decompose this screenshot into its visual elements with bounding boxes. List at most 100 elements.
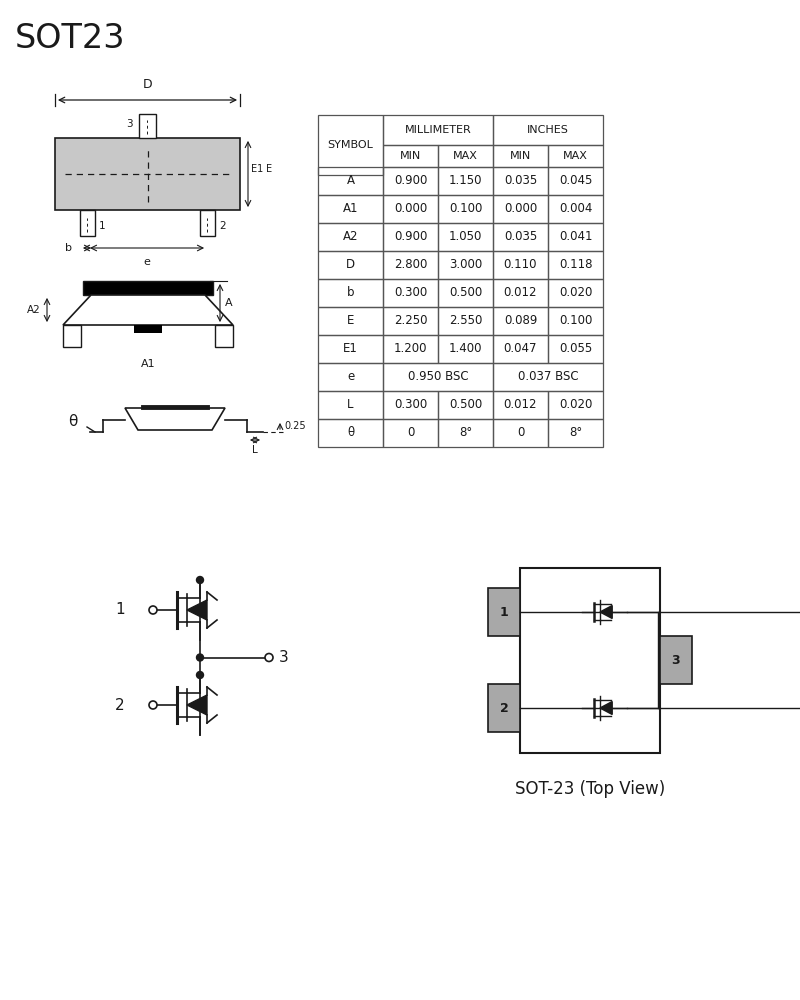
Text: L: L <box>252 445 258 455</box>
Text: INCHES: INCHES <box>527 125 569 135</box>
Bar <box>438 167 493 195</box>
Bar <box>318 251 383 279</box>
Text: MAX: MAX <box>453 151 478 161</box>
Bar <box>438 145 493 167</box>
Polygon shape <box>600 702 612 714</box>
Text: 0.100: 0.100 <box>449 202 482 216</box>
Bar <box>438 195 493 223</box>
Bar <box>493 307 548 335</box>
Bar <box>383 167 438 195</box>
Text: b: b <box>65 243 71 253</box>
Text: 0.100: 0.100 <box>559 314 592 328</box>
Bar <box>548 195 603 223</box>
Bar <box>318 223 383 251</box>
Circle shape <box>197 654 203 661</box>
Text: A: A <box>346 174 354 188</box>
Circle shape <box>149 701 157 709</box>
Bar <box>548 279 603 307</box>
Bar <box>493 335 548 363</box>
Bar <box>318 167 383 195</box>
Bar <box>318 419 383 447</box>
Bar <box>383 279 438 307</box>
Text: 0.118: 0.118 <box>558 258 592 271</box>
Bar <box>520 568 660 752</box>
Text: 0.035: 0.035 <box>504 231 537 243</box>
Circle shape <box>265 654 273 662</box>
Bar <box>493 391 548 419</box>
Text: 0: 0 <box>407 426 414 440</box>
Bar <box>55 138 240 210</box>
Text: SOT23: SOT23 <box>15 22 126 55</box>
Bar <box>493 195 548 223</box>
Bar <box>438 223 493 251</box>
Text: 0: 0 <box>517 426 524 440</box>
Bar <box>438 279 493 307</box>
Text: 0.900: 0.900 <box>394 174 427 188</box>
Bar <box>438 419 493 447</box>
Circle shape <box>197 576 203 584</box>
Text: D: D <box>142 78 152 91</box>
Text: 0.012: 0.012 <box>504 398 538 412</box>
Text: 8°: 8° <box>459 426 472 440</box>
Bar <box>63 325 81 347</box>
Text: MILLIMETER: MILLIMETER <box>405 125 471 135</box>
Text: 2: 2 <box>500 702 508 714</box>
Bar <box>548 251 603 279</box>
Text: 0.004: 0.004 <box>559 202 592 216</box>
Text: 1: 1 <box>99 221 106 231</box>
Text: 3: 3 <box>126 119 133 129</box>
Bar <box>548 391 603 419</box>
Polygon shape <box>187 695 207 715</box>
Text: SOT-23 (Top View): SOT-23 (Top View) <box>515 780 665 798</box>
Bar <box>548 223 603 251</box>
Text: 0.300: 0.300 <box>394 286 427 300</box>
Bar <box>80 210 95 236</box>
Bar <box>438 335 493 363</box>
Text: 1.200: 1.200 <box>394 342 427 356</box>
Bar <box>215 325 233 347</box>
Text: 0.037 BSC: 0.037 BSC <box>518 370 578 383</box>
Bar <box>438 251 493 279</box>
Text: 0.041: 0.041 <box>558 231 592 243</box>
Text: E1: E1 <box>343 342 358 356</box>
Bar <box>493 167 548 195</box>
Bar <box>200 210 215 236</box>
Polygon shape <box>187 600 207 620</box>
Bar <box>660 636 692 684</box>
Bar <box>548 335 603 363</box>
Text: 0.000: 0.000 <box>504 202 537 216</box>
Text: A2: A2 <box>342 231 358 243</box>
Bar <box>318 363 383 391</box>
Bar <box>318 307 383 335</box>
Bar <box>383 363 493 391</box>
Bar <box>383 195 438 223</box>
Bar <box>383 391 438 419</box>
Text: θ: θ <box>347 426 354 440</box>
Text: e: e <box>347 370 354 383</box>
Bar <box>548 167 603 195</box>
Text: MAX: MAX <box>563 151 588 161</box>
Text: A2: A2 <box>27 305 41 315</box>
Bar <box>488 588 520 636</box>
Bar <box>383 251 438 279</box>
Bar <box>548 145 603 167</box>
Polygon shape <box>125 408 225 430</box>
Text: θ: θ <box>68 414 78 430</box>
Text: 0.25: 0.25 <box>284 421 306 431</box>
Text: 0.300: 0.300 <box>394 398 427 412</box>
Polygon shape <box>600 606 612 618</box>
Text: 3: 3 <box>672 654 680 666</box>
Text: 0.020: 0.020 <box>559 398 592 412</box>
Bar <box>438 307 493 335</box>
Bar <box>318 335 383 363</box>
Text: 0.055: 0.055 <box>559 342 592 356</box>
Circle shape <box>197 672 203 678</box>
Text: b: b <box>346 286 354 300</box>
Bar <box>134 325 162 333</box>
Bar <box>318 115 383 175</box>
Text: 3: 3 <box>279 650 289 665</box>
Bar <box>493 419 548 447</box>
Bar <box>139 114 156 138</box>
Bar <box>548 419 603 447</box>
Text: 0.950 BSC: 0.950 BSC <box>408 370 468 383</box>
